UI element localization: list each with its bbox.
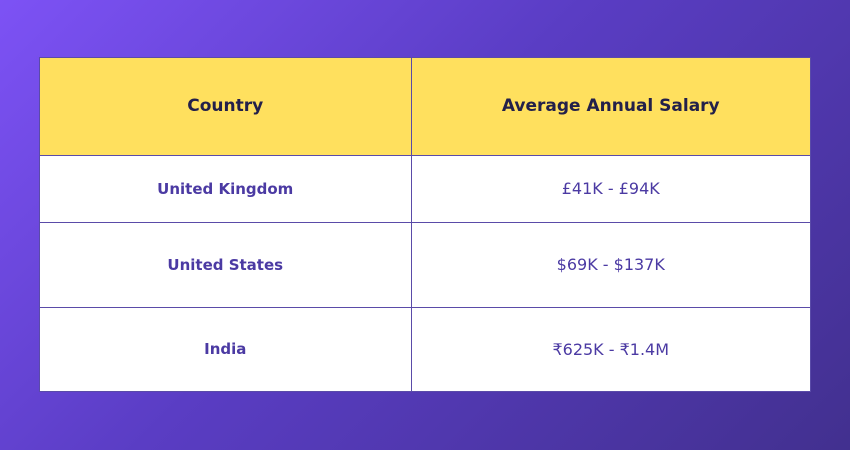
header-row: Country Average Annual Salary bbox=[40, 58, 810, 156]
table-header: Country Average Annual Salary bbox=[40, 58, 810, 156]
header-average-annual-salary: Average Annual Salary bbox=[411, 58, 810, 156]
header-country: Country bbox=[40, 58, 412, 156]
salary-cell: $69K - $137K bbox=[411, 222, 810, 308]
salary-cell: ₹625K - ₹1.4M bbox=[552, 339, 670, 359]
salary-table-card: Country Average Annual Salary United Kin… bbox=[39, 57, 811, 392]
country-cell: United States bbox=[40, 222, 412, 308]
country-cell: United Kingdom bbox=[40, 155, 412, 223]
table-body: United Kingdom £41K - £94K United States… bbox=[40, 155, 810, 391]
table-row: United States $69K - $137K bbox=[40, 222, 810, 308]
table-row: India ₹625K - ₹1.4M bbox=[40, 307, 810, 391]
salary-cell: £41K - £94K bbox=[411, 155, 810, 223]
table-row: United Kingdom £41K - £94K bbox=[40, 155, 810, 223]
country-cell: India bbox=[40, 307, 412, 391]
salary-table: Country Average Annual Salary United Kin… bbox=[40, 58, 810, 391]
